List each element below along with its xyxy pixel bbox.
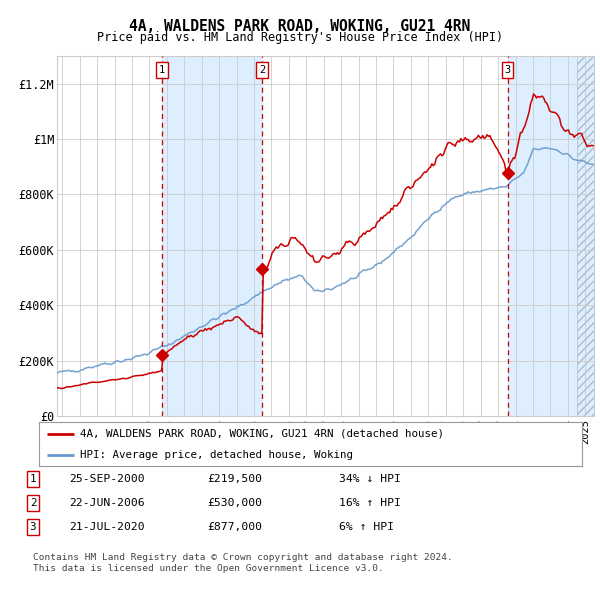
Bar — [577, 56, 594, 416]
Text: 4A, WALDENS PARK ROAD, WOKING, GU21 4RN (detached house): 4A, WALDENS PARK ROAD, WOKING, GU21 4RN … — [80, 429, 444, 439]
Text: Price paid vs. HM Land Registry's House Price Index (HPI): Price paid vs. HM Land Registry's House … — [97, 31, 503, 44]
Text: 22-JUN-2006: 22-JUN-2006 — [69, 499, 145, 508]
Text: HPI: Average price, detached house, Woking: HPI: Average price, detached house, Woki… — [80, 450, 353, 460]
Text: 1: 1 — [30, 474, 36, 484]
Text: 16% ↑ HPI: 16% ↑ HPI — [339, 499, 401, 508]
Bar — [508, 56, 594, 416]
Text: 1: 1 — [159, 65, 165, 75]
Text: 21-JUL-2020: 21-JUL-2020 — [69, 523, 145, 532]
Text: 3: 3 — [30, 523, 36, 532]
Text: Contains HM Land Registry data © Crown copyright and database right 2024.
This d: Contains HM Land Registry data © Crown c… — [33, 553, 453, 573]
Text: 34% ↓ HPI: 34% ↓ HPI — [339, 474, 401, 484]
Text: 3: 3 — [505, 65, 511, 75]
Text: 2: 2 — [259, 65, 265, 75]
Text: £530,000: £530,000 — [207, 499, 262, 508]
Text: 6% ↑ HPI: 6% ↑ HPI — [339, 523, 394, 532]
Text: 25-SEP-2000: 25-SEP-2000 — [69, 474, 145, 484]
Bar — [577, 56, 594, 416]
Text: £219,500: £219,500 — [207, 474, 262, 484]
Text: £877,000: £877,000 — [207, 523, 262, 532]
Text: 2: 2 — [30, 499, 36, 508]
Bar — [162, 56, 262, 416]
Text: 4A, WALDENS PARK ROAD, WOKING, GU21 4RN: 4A, WALDENS PARK ROAD, WOKING, GU21 4RN — [130, 19, 470, 34]
